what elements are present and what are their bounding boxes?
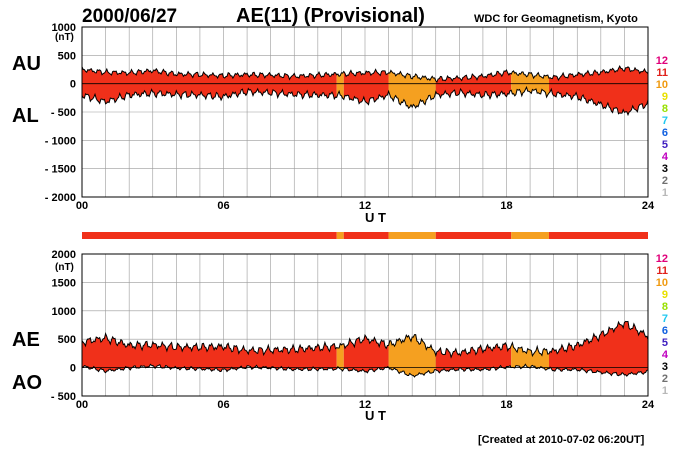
au-label: AU [12, 53, 41, 75]
y-tick-label: - 1500 [45, 164, 76, 176]
series-line-ae [81, 320, 649, 359]
legend-station-count: 3 [662, 163, 668, 175]
x-tick-label: 12 [359, 399, 371, 411]
legend-station-count: 1 [662, 187, 668, 199]
au-al-panel: (nT) AU AL 1000 500 0 - 500 - 1000 - 1500 - 20… [12, 22, 655, 225]
legend-station-count: 2 [662, 175, 668, 187]
top-plot-frame [81, 26, 649, 198]
y-tick-label: 0 [70, 79, 76, 91]
y-tick-label: - 500 [51, 107, 76, 119]
ae-ao-panel: (nT) AE AO 2000 1500 1000 500 0 - 500 00 06 12 1… [12, 249, 655, 423]
legend-station-count: 9 [662, 289, 668, 301]
legend-station-count: 5 [662, 337, 668, 349]
bottom-x-axis-label: U T [365, 408, 386, 423]
data-source: WDC for Geomagnetism, Kyoto [474, 13, 638, 25]
legend-station-count: 4 [662, 349, 669, 361]
area-segment-3 [388, 70, 436, 109]
legend-station-count: 6 [662, 127, 668, 139]
area-segment-5 [511, 342, 549, 370]
count-bar-segment-2 [343, 232, 389, 239]
x-tick-label: 18 [500, 200, 512, 212]
legend-station-count: 7 [662, 313, 668, 325]
count-bar-segment-0 [82, 232, 337, 239]
legend-station-count: 8 [662, 103, 668, 115]
top-unit-label: (nT) [55, 32, 74, 43]
area-segment-1 [336, 343, 344, 371]
legend-station-count: 1 [662, 385, 668, 397]
count-bar-segment-3 [388, 232, 436, 239]
count-bar-segment-1 [336, 232, 344, 239]
legend-station-count: 10 [656, 277, 668, 289]
top-y-ticks: 1000 500 0 - 500 - 1000 - 1500 - 2000 [45, 22, 76, 204]
au-al-lines [81, 65, 649, 117]
bottom-grid [82, 254, 648, 396]
bottom-plot-frame [81, 253, 649, 397]
bottom-unit-label: (nT) [55, 262, 74, 273]
bottom-y-ticks: 2000 1500 1000 500 0 - 500 [51, 249, 76, 403]
legend-station-count: 12 [656, 55, 668, 67]
x-tick-label: 00 [76, 399, 88, 411]
ae-ao-area [82, 321, 648, 377]
series-line-al [81, 85, 649, 117]
x-tick-label: 06 [217, 200, 229, 212]
ae-label: AE [12, 329, 40, 351]
x-tick-label: 00 [76, 200, 88, 212]
top-x-axis-label: U T [365, 210, 386, 225]
x-tick-label: 06 [217, 399, 229, 411]
x-tick-label: 24 [642, 399, 655, 411]
y-tick-label: 500 [58, 50, 76, 62]
legend-station-count: 12 [656, 253, 668, 265]
x-tick-label: 12 [359, 200, 371, 212]
area-segment-2 [343, 69, 389, 105]
legend-station-count: 3 [662, 361, 668, 373]
count-bar-segment-6 [548, 232, 648, 239]
top-x-ticks: 00 06 12 18 24 [76, 200, 655, 212]
legend-station-count: 2 [662, 373, 668, 385]
station-count-bar [82, 232, 648, 239]
ae-ao-lines [81, 320, 649, 378]
y-tick-label: 1500 [52, 277, 76, 289]
area-segment-0 [82, 66, 337, 104]
y-tick-label: 1000 [52, 22, 76, 34]
legend-station-count: 11 [656, 265, 668, 277]
count-bar-segment-5 [511, 232, 549, 239]
area-segment-3 [388, 334, 436, 377]
x-tick-label: 18 [500, 399, 512, 411]
y-tick-label: 500 [58, 334, 76, 346]
area-segment-6 [549, 66, 648, 115]
y-tick-label: 1000 [52, 306, 76, 318]
legend-station-count: 5 [662, 139, 668, 151]
legend-station-count: 6 [662, 325, 668, 337]
y-tick-label: - 500 [51, 391, 76, 403]
figure-date: 2000/06/27 [82, 6, 177, 27]
ao-label: AO [12, 372, 42, 394]
legend-station-count: 11 [656, 67, 668, 79]
y-tick-label: - 1000 [45, 135, 76, 147]
figure-title: AE(11) (Provisional) [236, 5, 425, 27]
area-segment-4 [435, 342, 512, 373]
area-segment-0 [82, 333, 337, 373]
series-line-au [81, 65, 649, 83]
top-grid [82, 27, 648, 197]
count-bar-segment-4 [435, 232, 512, 239]
y-tick-label: 2000 [52, 249, 76, 261]
legend-station-count: 9 [662, 91, 668, 103]
y-tick-label: - 2000 [45, 192, 76, 204]
area-segment-6 [549, 321, 648, 377]
x-tick-label: 24 [642, 200, 655, 212]
y-tick-label: 0 [70, 363, 76, 375]
al-label: AL [12, 105, 39, 127]
created-timestamp: [Created at 2010-07-02 06:20UT] [478, 434, 645, 446]
legend-station-count: 7 [662, 115, 668, 127]
bottom-x-ticks: 00 06 12 18 24 [76, 399, 655, 411]
legend-station-count: 4 [662, 151, 669, 163]
legend-station-count: 8 [662, 301, 668, 313]
legend-station-count: 10 [656, 79, 668, 91]
